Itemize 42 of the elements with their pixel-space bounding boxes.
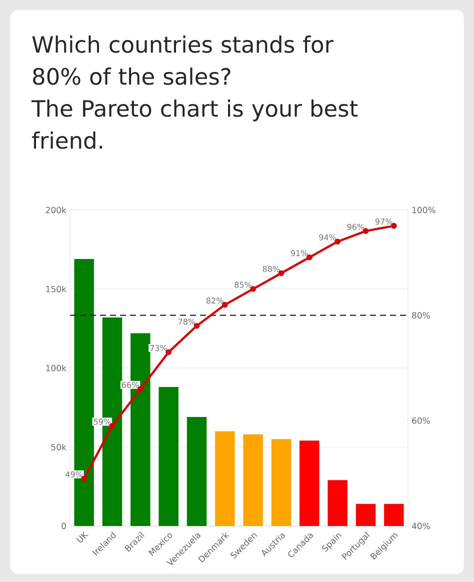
y-tick-label: 0 bbox=[62, 522, 66, 530]
y-tick-label: 50k bbox=[51, 444, 66, 450]
data-label: 97% bbox=[375, 218, 392, 225]
y-tick-label: 150k bbox=[46, 286, 66, 292]
data-label: 88% bbox=[262, 266, 280, 272]
bar bbox=[356, 504, 376, 526]
bar bbox=[215, 431, 235, 526]
point bbox=[81, 476, 87, 482]
point bbox=[306, 254, 312, 260]
data-label: 82% bbox=[206, 298, 224, 304]
bar bbox=[186, 416, 207, 526]
chart-title: Which countries stands for 80% of the sales? The Pareto chart is your best friend. bbox=[31, 36, 358, 149]
data-label: 73% bbox=[150, 344, 167, 351]
point bbox=[278, 270, 284, 276]
data-label: 78% bbox=[178, 318, 196, 325]
data-label: 91% bbox=[290, 250, 308, 256]
x-tick-label: UK bbox=[76, 531, 89, 542]
data-label: 66% bbox=[122, 382, 139, 388]
bar bbox=[158, 386, 178, 526]
data-label: 49% bbox=[65, 471, 82, 478]
y-tick-label: 100k bbox=[46, 364, 66, 372]
y-tick-label: 200k bbox=[46, 206, 66, 214]
y2-tick-label: 40% bbox=[412, 522, 430, 530]
point bbox=[138, 386, 144, 392]
data-label: 59% bbox=[94, 418, 111, 425]
y2-tick-label: 60% bbox=[412, 417, 430, 424]
data-label: 96% bbox=[347, 224, 364, 230]
point bbox=[334, 238, 340, 244]
point bbox=[109, 423, 116, 429]
point bbox=[391, 222, 397, 229]
y2-tick-label: 100% bbox=[412, 206, 436, 214]
data-label: 94% bbox=[319, 234, 336, 240]
point bbox=[166, 349, 172, 356]
bar bbox=[384, 504, 404, 526]
data-label: 85% bbox=[234, 282, 252, 288]
point bbox=[250, 286, 256, 292]
bar bbox=[328, 480, 348, 526]
bar bbox=[271, 439, 292, 526]
y2-tick-label: 80% bbox=[412, 312, 430, 319]
bar bbox=[300, 440, 320, 526]
bar bbox=[243, 434, 263, 526]
point bbox=[222, 302, 228, 308]
